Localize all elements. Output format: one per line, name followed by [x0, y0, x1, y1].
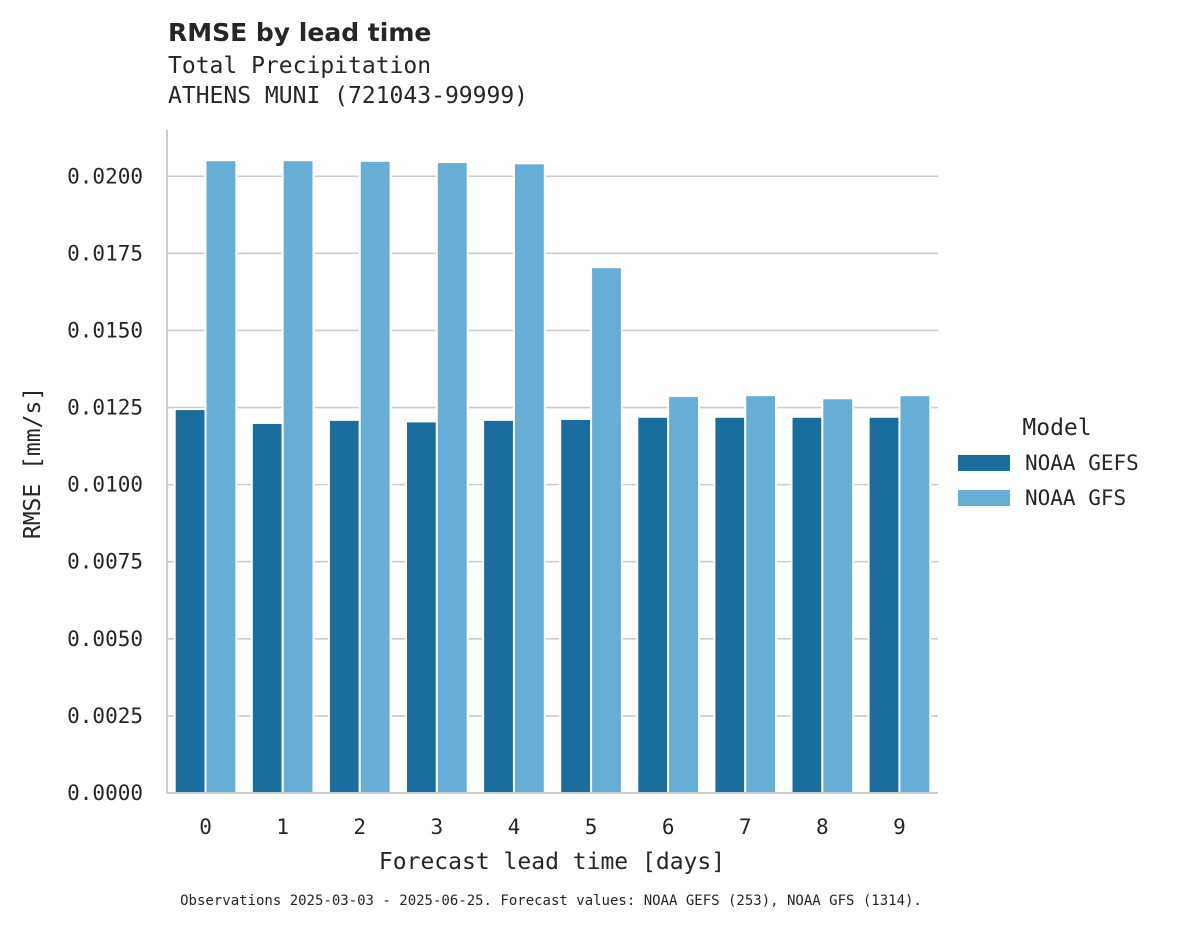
x-tick-label: 1 [276, 815, 289, 839]
bar-noaa-gfs-lead-5 [590, 266, 623, 794]
x-tick-label: 0 [199, 815, 212, 839]
x-tick-label: 3 [431, 815, 444, 839]
x-tick-label: 7 [739, 815, 752, 839]
x-ticks: 0 1 2 3 4 5 6 7 8 9 [199, 815, 906, 839]
bar-noaa-gefs-lead-1 [250, 421, 284, 794]
bars [173, 159, 932, 795]
y-tick-label: 0.0175 [67, 241, 143, 265]
footnote: Observations 2025-03-03 - 2025-06-25. Fo… [180, 893, 922, 909]
y-tick-label: 0.0100 [67, 473, 143, 497]
y-tick-label: 0.0200 [67, 164, 143, 188]
y-tick-label: 0.0000 [67, 781, 143, 805]
x-tick-label: 5 [585, 815, 598, 839]
bar-noaa-gefs-lead-8 [790, 415, 824, 794]
bar-noaa-gfs-lead-2 [358, 159, 392, 794]
bar-noaa-gfs-lead-4 [512, 162, 546, 794]
chart-subtitle-line-2: ATHENS MUNI (721043-99999) [168, 83, 528, 109]
legend-title: Model [1022, 415, 1091, 441]
x-tick-label: 6 [662, 815, 675, 839]
x-tick-label: 2 [353, 815, 366, 839]
bar-noaa-gfs-lead-1 [281, 159, 315, 794]
legend-item-label: NOAA GFS [1025, 486, 1126, 510]
bar-noaa-gefs-lead-2 [327, 418, 361, 794]
chart-subtitle-line-1: Total Precipitation [168, 53, 431, 79]
x-tick-label: 4 [508, 815, 521, 839]
bar-noaa-gfs-lead-0 [204, 159, 238, 794]
legend-item-label: NOAA GEFS [1025, 451, 1139, 475]
bar-noaa-gfs-lead-7 [744, 394, 778, 794]
bar-noaa-gfs-lead-3 [435, 161, 469, 795]
y-tick-label: 0.0050 [67, 627, 143, 651]
bar-noaa-gefs-lead-6 [636, 415, 670, 794]
y-tick-label: 0.0150 [67, 318, 143, 342]
bar-noaa-gefs-lead-5 [559, 417, 593, 794]
bar-noaa-gfs-lead-8 [821, 397, 855, 794]
bar-noaa-gefs-lead-4 [482, 418, 515, 794]
y-ticks: 0.0000 0.0025 0.0050 0.0075 0.0100 0.0125 0.01… [67, 164, 143, 805]
axes [166, 130, 938, 794]
y-tick-label: 0.0025 [67, 704, 143, 728]
bar-noaa-gefs-lead-0 [173, 408, 207, 794]
bar-noaa-gefs-lead-9 [867, 415, 901, 794]
y-tick-label: 0.0125 [67, 396, 143, 420]
legend-swatch [958, 455, 1010, 471]
y-tick-label: 0.0075 [67, 550, 143, 574]
x-axis-label: Forecast lead time [days] [379, 849, 725, 875]
legend: Model NOAA GEFS NOAA GFS [958, 415, 1139, 510]
bar-noaa-gefs-lead-3 [405, 420, 438, 794]
legend-swatch [958, 490, 1010, 506]
x-tick-label: 8 [816, 815, 829, 839]
chart-title: RMSE by lead time [168, 18, 431, 47]
bar-noaa-gefs-lead-7 [713, 415, 747, 794]
bar-noaa-gfs-lead-9 [898, 394, 932, 794]
bar-noaa-gfs-lead-6 [667, 395, 700, 794]
x-tick-label: 9 [893, 815, 906, 839]
y-axis-label: RMSE [mm/s] [20, 387, 46, 539]
